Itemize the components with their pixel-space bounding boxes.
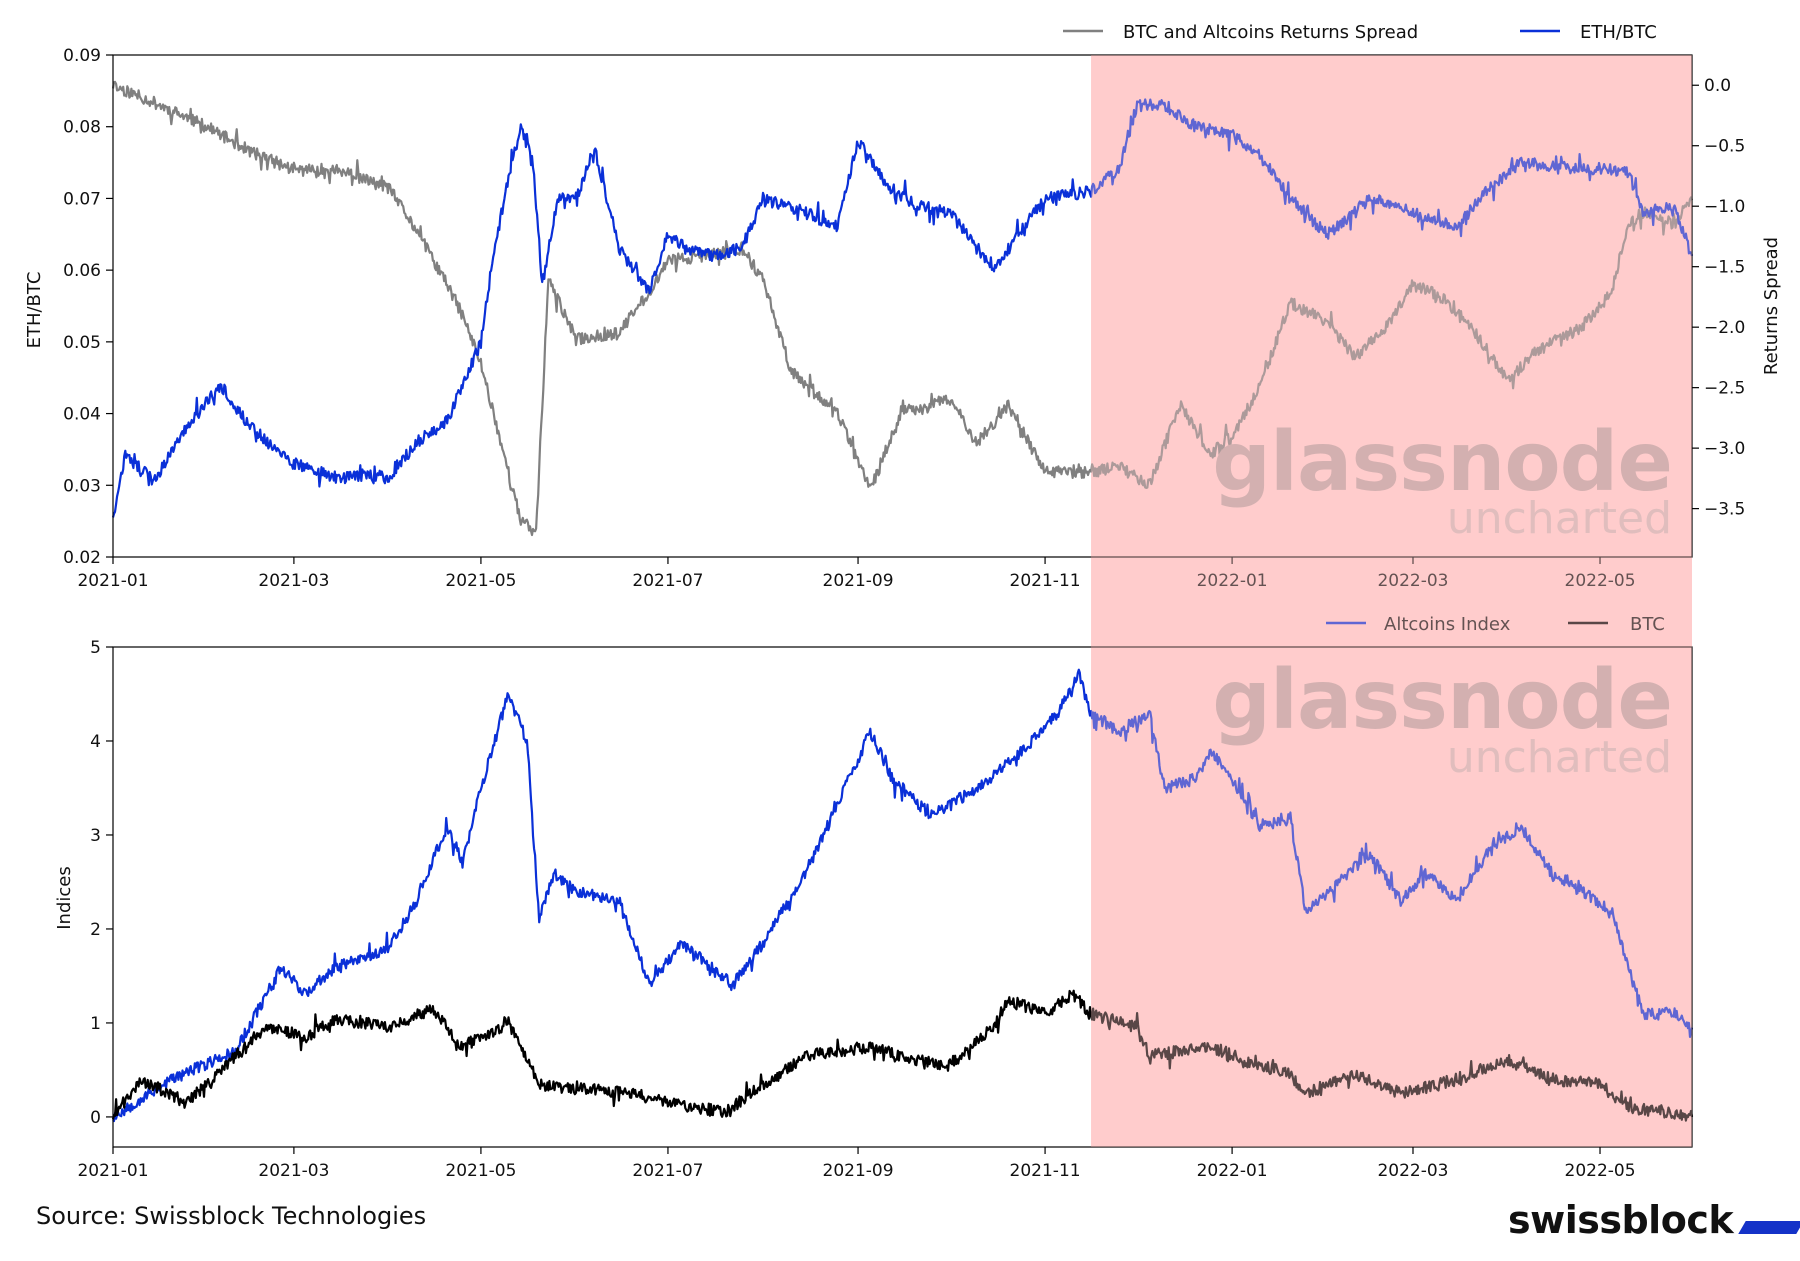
y2-tick-label: −0.5	[1704, 137, 1745, 157]
bottom-x-axis: 2021-01 2021-03 2021-05 2021-07 2021-09 2021-…	[77, 1147, 1636, 1181]
brand-logo: swissblock	[1508, 1198, 1734, 1242]
y-tick-label: 0.07	[63, 189, 101, 209]
watermark-uncharted-top: uncharted	[1447, 493, 1672, 544]
y-tick-label: 0.09	[63, 46, 101, 66]
y-tick-label: 5	[90, 638, 101, 658]
top-y-axis-label: ETH/BTC	[24, 272, 45, 349]
x-tick-label: 2021-01	[77, 571, 148, 591]
top-panel-frame	[112, 54, 1693, 558]
y2-tick-label: −3.0	[1704, 439, 1745, 459]
x-tick-label: 2022-03	[1377, 1161, 1448, 1181]
legend-label-eth-btc: ETH/BTC	[1580, 22, 1657, 43]
y-tick-label: 0	[90, 1108, 101, 1128]
watermark-uncharted-bottom: uncharted	[1447, 732, 1672, 783]
y-tick-label: 2	[90, 920, 101, 940]
y-tick-label: 0.06	[63, 261, 101, 281]
watermark-glassnode-top: glassnode	[1212, 415, 1672, 510]
x-tick-label: 2021-05	[445, 1161, 516, 1181]
series-line-altcoins-index	[112, 668, 1694, 1123]
x-tick-label: 2021-11	[1010, 571, 1081, 591]
bottom-y-axis: 0 1 2 3 4 5	[90, 638, 113, 1128]
legend-label-btc: BTC	[1630, 614, 1665, 635]
highlight-overlay	[1091, 55, 1692, 1147]
x-tick-label: 2022-01	[1197, 571, 1268, 591]
x-tick-label: 2021-09	[823, 1161, 894, 1181]
x-tick-label: 2021-01	[77, 1161, 148, 1181]
x-tick-label: 2021-03	[258, 571, 329, 591]
y-tick-label: 0.05	[63, 333, 101, 353]
series-line-eth-btc	[111, 98, 1694, 518]
y2-tick-label: −2.5	[1704, 379, 1745, 399]
bottom-y-axis-label: Indices	[54, 866, 75, 930]
y2-tick-label: −3.5	[1704, 500, 1745, 520]
x-tick-label: 2021-09	[823, 571, 894, 591]
legend-label-spread: BTC and Altcoins Returns Spread	[1123, 22, 1418, 43]
x-tick-label: 2022-05	[1565, 1161, 1636, 1181]
x-tick-label: 2021-07	[632, 571, 703, 591]
y-tick-label: 4	[90, 732, 101, 752]
highlight-region	[1091, 55, 1692, 1147]
top-x-axis: 2021-01 2021-03 2021-05 2021-07 2021-09 2021-…	[77, 557, 1636, 591]
watermark-glassnode-bottom: glassnode	[1212, 653, 1672, 748]
x-tick-label: 2022-05	[1565, 571, 1636, 591]
y-tick-label: 0.08	[63, 118, 101, 138]
source-caption: Source: Swissblock Technologies	[36, 1202, 427, 1230]
top-y2-axis-label: Returns Spread	[1761, 237, 1782, 375]
bottom-legend: Altcoins Index BTC	[1326, 614, 1665, 635]
legend-label-altcoins: Altcoins Index	[1384, 614, 1511, 635]
brand-mark-icon	[1738, 1221, 1800, 1234]
bottom-panel-lines	[111, 668, 1694, 1123]
top-panel: 2021-01 2021-03 2021-05 2021-07 2021-09 2021-…	[24, 22, 1782, 591]
top-right-y-axis: 0.0 −0.5 −1.0 −1.5 −2.0 −2.5 −3.0 −3.5	[1692, 76, 1745, 520]
top-panel-lines	[111, 80, 1694, 537]
y-tick-label: 0.03	[63, 476, 101, 496]
x-tick-label: 2021-03	[258, 1161, 329, 1181]
y-tick-label: 0.04	[63, 405, 101, 425]
y2-tick-label: −2.0	[1704, 318, 1745, 338]
series-line-btc-and-altcoins-returns-spread	[111, 80, 1694, 537]
bottom-panel-frame	[112, 646, 1693, 1148]
x-tick-label: 2022-01	[1197, 1161, 1268, 1181]
y-tick-label: 0.02	[63, 548, 101, 568]
x-tick-label: 2021-11	[1010, 1161, 1081, 1181]
series-line-btc	[111, 989, 1694, 1122]
y-tick-label: 1	[90, 1014, 101, 1034]
top-left-y-axis: 0.02 0.03 0.04 0.05 0.06 0.07 0.08 0.09	[63, 46, 113, 568]
x-tick-label: 2022-03	[1377, 571, 1448, 591]
y2-tick-label: −1.0	[1704, 197, 1745, 217]
y-tick-label: 3	[90, 826, 101, 846]
x-tick-label: 2021-07	[632, 1161, 703, 1181]
y2-tick-label: 0.0	[1704, 76, 1731, 96]
bottom-panel: 2021-01 2021-03 2021-05 2021-07 2021-09 2021-…	[54, 614, 1694, 1181]
x-tick-label: 2021-05	[445, 571, 516, 591]
top-legend: BTC and Altcoins Returns Spread ETH/BTC	[1063, 22, 1657, 43]
y2-tick-label: −1.5	[1704, 258, 1745, 278]
